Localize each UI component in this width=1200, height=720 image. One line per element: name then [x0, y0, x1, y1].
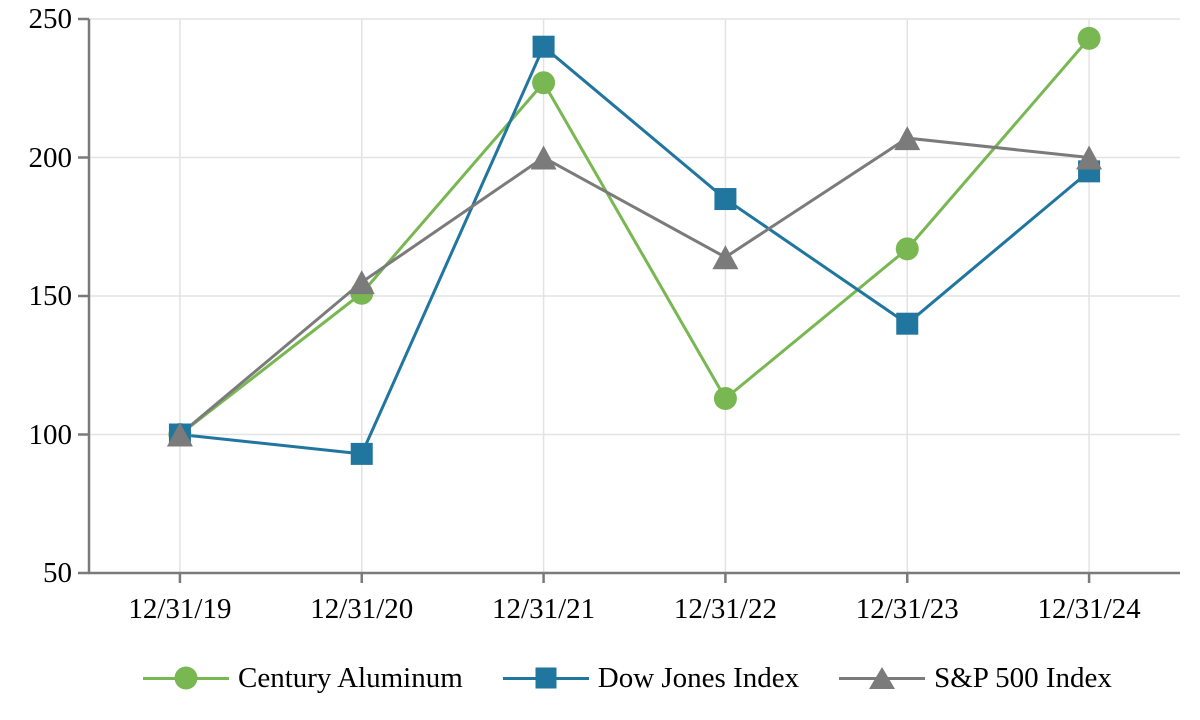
data-point-s-p-500-index — [712, 245, 739, 270]
y-tick-label: 50 — [43, 557, 72, 589]
series-line-dow-jones-index — [179, 44, 1091, 456]
data-point-dow-jones-index — [532, 35, 555, 58]
x-tick-label: 12/31/21 — [492, 593, 596, 625]
legend-item-century-aluminum: Century Aluminum — [143, 662, 463, 695]
legend-item-s-p-500-index: S&P 500 Index — [839, 662, 1112, 695]
y-tick-label: 150 — [28, 280, 73, 312]
data-point-century-aluminum — [1077, 26, 1101, 50]
x-tick-label: 12/31/23 — [855, 593, 959, 625]
x-tick-label: 12/31/19 — [128, 593, 232, 625]
data-point-dow-jones-index — [350, 442, 373, 465]
x-tick-label: 12/31/20 — [310, 593, 414, 625]
x-tick-label: 12/31/24 — [1037, 593, 1141, 625]
data-point-s-p-500-index — [530, 145, 557, 170]
y-tick-label: 100 — [28, 418, 73, 451]
data-point-dow-jones-index — [714, 188, 737, 211]
legend-label: Century Aluminum — [238, 661, 463, 694]
legend-item-dow-jones-index: Dow Jones Index — [502, 661, 800, 695]
y-tick-label: 200 — [28, 141, 73, 174]
legend-label: S&P 500 Index — [934, 661, 1112, 694]
legend-circle-icon — [174, 666, 198, 690]
legend-triangle-icon — [869, 667, 896, 689]
data-point-s-p-500-index — [894, 126, 921, 151]
series-line-century-aluminum — [178, 37, 1091, 436]
legend-square-icon — [535, 667, 557, 689]
data-point-s-p-500-index — [348, 270, 375, 295]
x-tick-label: 12/31/22 — [673, 593, 777, 625]
legend-line-sample — [502, 667, 589, 689]
chart-legend: Century Aluminum Dow Jones Index S&P 500 I… — [143, 655, 1112, 701]
y-tick-label: 250 — [28, 3, 73, 35]
data-point-century-aluminum — [532, 71, 556, 95]
data-point-century-aluminum — [713, 386, 737, 410]
data-point-century-aluminum — [895, 237, 919, 261]
series-line-s-p-500-index — [178, 136, 1090, 436]
legend-line-sample — [143, 666, 229, 690]
legend-label: Dow Jones Index — [597, 661, 800, 694]
data-point-dow-jones-index — [896, 312, 919, 335]
legend-line-sample — [839, 667, 926, 689]
data-point-s-p-500-index — [166, 422, 193, 447]
data-point-s-p-500-index — [1076, 145, 1103, 170]
